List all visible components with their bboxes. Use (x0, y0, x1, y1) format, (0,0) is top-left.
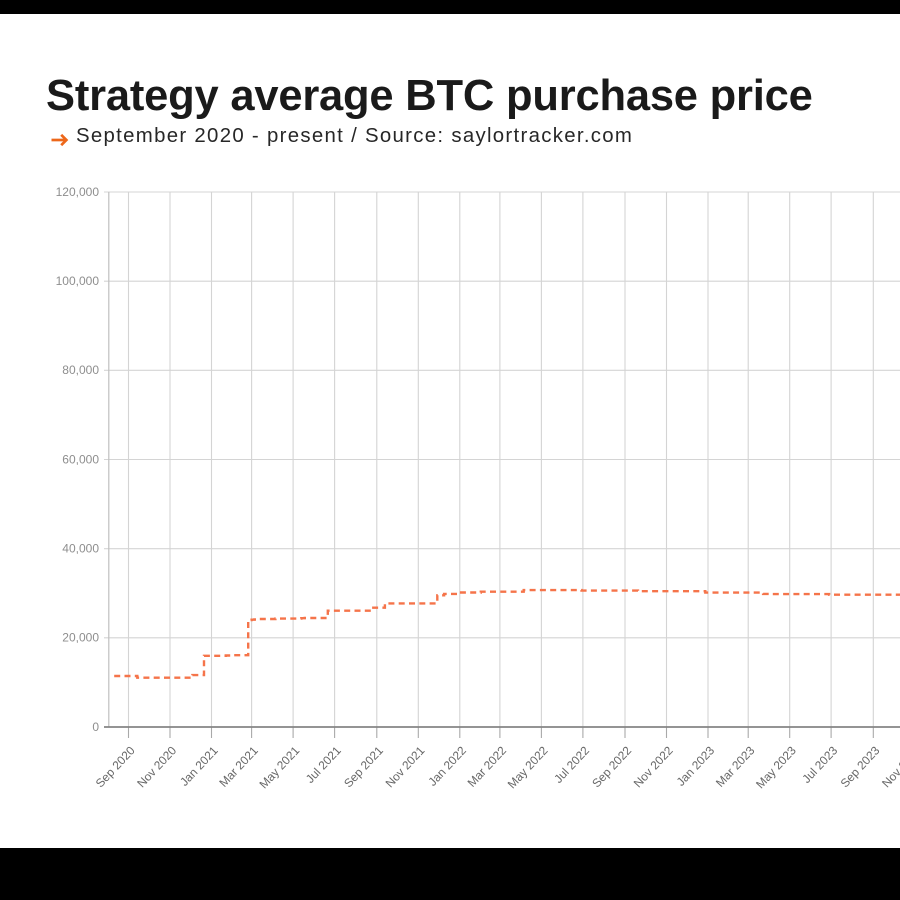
svg-text:Jan 2023: Jan 2023 (674, 743, 718, 789)
svg-text:Sep 2023: Sep 2023 (838, 743, 883, 790)
svg-text:Mar 2022: Mar 2022 (465, 743, 510, 790)
svg-text:Mar 2021: Mar 2021 (216, 743, 261, 790)
svg-text:100,000: 100,000 (56, 274, 100, 288)
svg-text:Nov 2023: Nov 2023 (879, 743, 900, 790)
svg-text:80,000: 80,000 (62, 363, 99, 377)
svg-text:May 2021: May 2021 (256, 743, 302, 791)
svg-text:Mar 2023: Mar 2023 (713, 743, 758, 790)
svg-text:Sep 2022: Sep 2022 (589, 743, 634, 790)
svg-text:Sep 2020: Sep 2020 (93, 743, 138, 790)
svg-text:120,000: 120,000 (56, 185, 100, 199)
svg-text:Jan 2022: Jan 2022 (425, 743, 469, 789)
svg-text:40,000: 40,000 (62, 542, 99, 556)
svg-text:0: 0 (92, 720, 99, 734)
svg-text:Nov 2021: Nov 2021 (383, 743, 428, 790)
svg-text:Jan 2021: Jan 2021 (177, 743, 221, 789)
svg-text:Sep 2021: Sep 2021 (341, 743, 386, 790)
svg-text:60,000: 60,000 (62, 452, 99, 466)
svg-text:Jul 2022: Jul 2022 (551, 743, 592, 786)
svg-text:May 2023: May 2023 (753, 743, 799, 791)
svg-text:Nov 2020: Nov 2020 (134, 743, 179, 790)
svg-text:20,000: 20,000 (62, 631, 99, 645)
svg-text:Jul 2023: Jul 2023 (799, 743, 840, 786)
svg-text:Nov 2022: Nov 2022 (631, 743, 676, 790)
svg-text:Jul 2021: Jul 2021 (303, 743, 344, 786)
svg-text:May 2022: May 2022 (505, 743, 551, 791)
